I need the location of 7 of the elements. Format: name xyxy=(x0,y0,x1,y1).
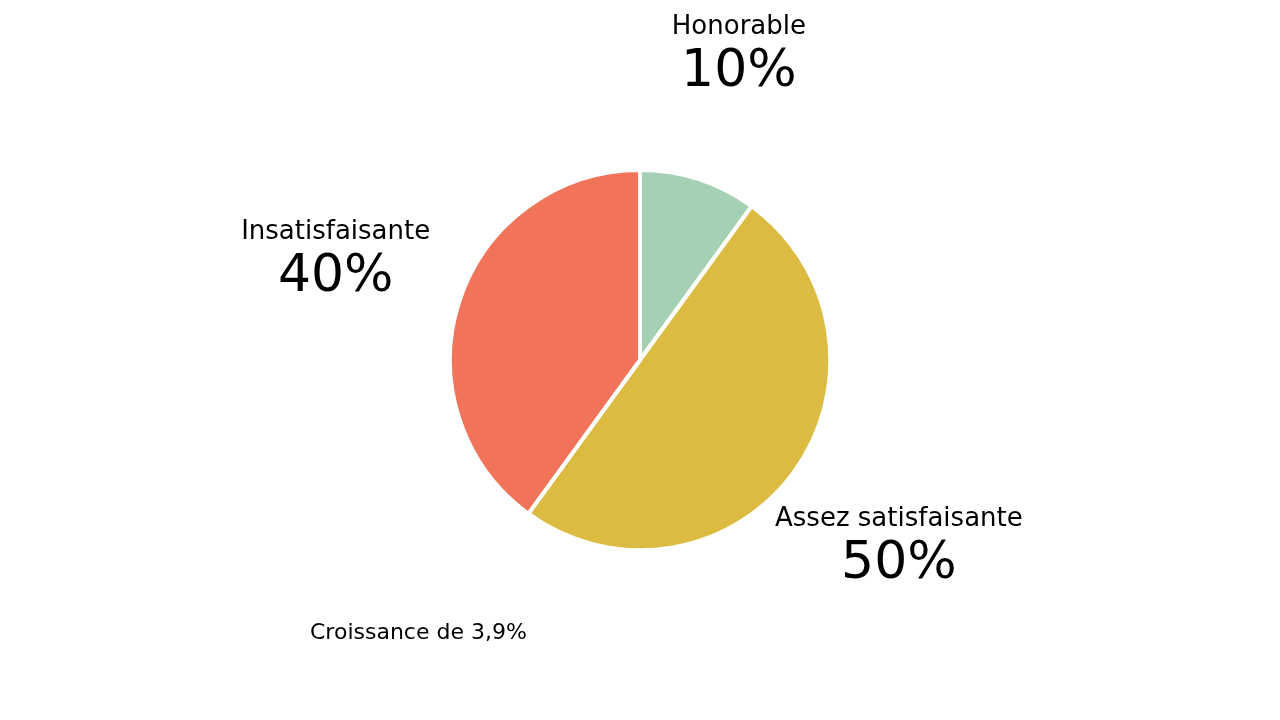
slice-label: Insatisfaisante xyxy=(241,215,431,246)
slice-label: Assez satisfaisante xyxy=(775,502,1023,533)
data-label: 50% xyxy=(841,530,957,591)
slice-label: Honorable xyxy=(671,9,806,40)
data-label: 10% xyxy=(681,37,797,98)
data-label: 40% xyxy=(277,243,394,304)
text: Croissance de 3,9% xyxy=(310,619,527,644)
